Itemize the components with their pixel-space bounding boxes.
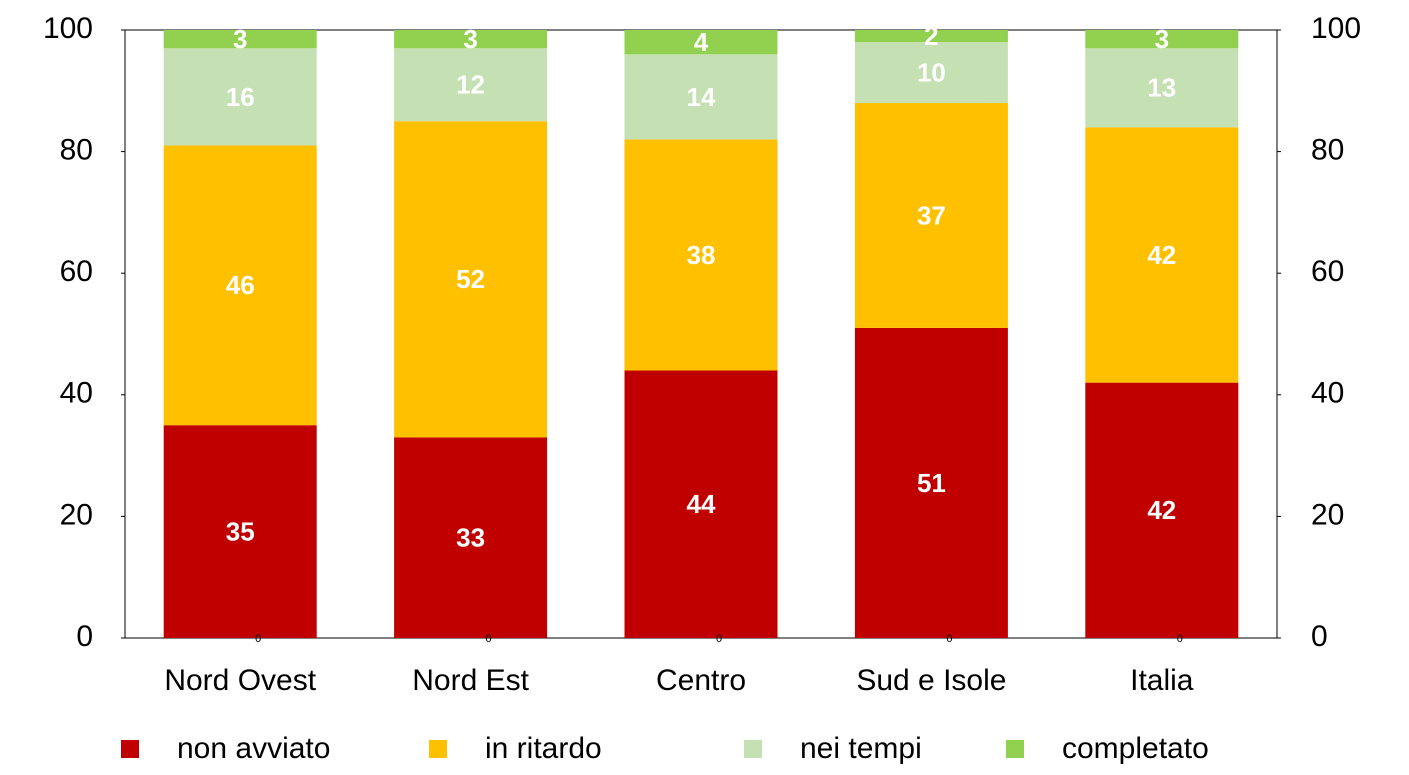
y2-tick-label: 80: [1311, 134, 1344, 167]
bar-segment: [394, 30, 548, 49]
legend-swatch: [121, 740, 139, 758]
data-label: 2: [924, 21, 938, 51]
data-label: 46: [226, 270, 255, 300]
x-tick-label: Nord Est: [412, 664, 529, 697]
bar-segment: [394, 437, 548, 638]
bar-segment: [854, 42, 1008, 103]
y-tick-label: 0: [76, 620, 93, 653]
base-label: 0: [486, 633, 492, 645]
base-label: 0: [946, 633, 952, 645]
data-label: 10: [917, 57, 946, 87]
base-label: 0: [1177, 633, 1183, 645]
bar-segment: [854, 30, 1008, 43]
bar-segment: [1085, 382, 1239, 638]
legend-swatch: [429, 740, 447, 758]
bar-segment: [624, 30, 778, 55]
y-tick-label: 40: [60, 377, 93, 410]
bar-segment: [1085, 48, 1239, 128]
legend-label: nei tempi: [800, 732, 922, 765]
data-label: 33: [456, 523, 485, 553]
y-tick-label: 100: [43, 12, 93, 45]
data-label: 3: [233, 24, 247, 54]
data-label: 42: [1147, 495, 1176, 525]
x-tick-label: Sud e Isole: [856, 664, 1006, 697]
bar-segment: [624, 54, 778, 140]
x-tick-label: Centro: [656, 664, 746, 697]
bar-segment: [854, 102, 1008, 328]
bar-segment: [624, 139, 778, 371]
base-label: 0: [716, 633, 722, 645]
legend-label: non avviato: [177, 732, 330, 765]
data-label: 38: [687, 240, 716, 270]
y2-tick-label: 100: [1311, 12, 1361, 45]
data-label: 35: [226, 516, 255, 546]
data-label: 37: [917, 200, 946, 230]
legend-label: completato: [1062, 732, 1209, 765]
y2-tick-label: 20: [1311, 498, 1344, 531]
base-label: 0: [255, 633, 261, 645]
y2-tick-label: 0: [1311, 620, 1328, 653]
bar-segment: [163, 425, 317, 638]
x-tick-label: Nord Ovest: [164, 664, 316, 697]
bar-segment: [854, 327, 1008, 638]
data-label: 14: [687, 82, 716, 112]
y-tick-label: 20: [60, 498, 93, 531]
data-label: 42: [1147, 240, 1176, 270]
legend-swatch: [1006, 740, 1024, 758]
bar-segment: [394, 48, 548, 122]
legend-label: in ritardo: [485, 732, 602, 765]
y2-tick-label: 60: [1311, 255, 1344, 288]
bar-segment: [394, 121, 548, 438]
x-tick-label: Italia: [1130, 664, 1194, 697]
data-label: 13: [1147, 73, 1176, 103]
data-label: 52: [456, 264, 485, 294]
y2-tick-label: 40: [1311, 377, 1344, 410]
legend-swatch: [744, 740, 762, 758]
data-label: 16: [226, 82, 255, 112]
y-tick-label: 80: [60, 134, 93, 167]
y-tick-label: 60: [60, 255, 93, 288]
bar-segment: [163, 145, 317, 426]
bar-segment: [163, 48, 317, 146]
data-label: 3: [463, 24, 477, 54]
bar-segment: [163, 30, 317, 49]
data-label: 3: [1155, 24, 1169, 54]
data-label: 51: [917, 468, 946, 498]
data-label: 44: [687, 489, 716, 519]
data-label: 12: [456, 70, 485, 100]
bar-segment: [624, 370, 778, 638]
bar-segment: [1085, 127, 1239, 383]
bar-segment: [1085, 30, 1239, 49]
data-label: 4: [694, 27, 709, 57]
